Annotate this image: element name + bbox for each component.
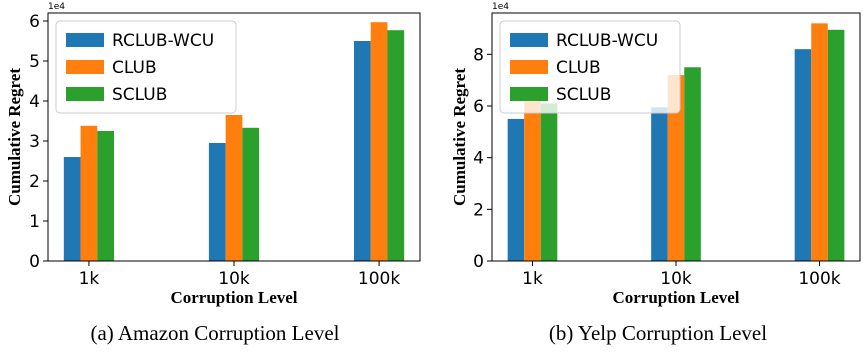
y-exponent-label: 1e4 [48, 2, 65, 12]
bar [387, 30, 405, 262]
figure-caption: (a) Amazon Corruption Level [90, 321, 339, 345]
legend-entry: CLUB [112, 58, 157, 78]
y-tick-label: 6 [29, 12, 40, 32]
x-tick-label: 10k [218, 269, 250, 289]
x-tick-label: 100k [798, 269, 840, 289]
legend-entry: RCLUB-WCU [556, 31, 658, 51]
legend-entry: CLUB [556, 58, 601, 78]
y-tick-label: 1 [29, 212, 40, 232]
bar [684, 67, 701, 261]
x-axis-label: Corruption Level [170, 288, 297, 307]
bar [370, 22, 388, 262]
bar [540, 103, 558, 262]
y-tick-label: 3 [29, 132, 40, 152]
x-tick-label: 1k [79, 269, 100, 289]
y-tick-label: 2 [29, 172, 40, 192]
bar [794, 49, 812, 261]
x-tick-label: 10k [660, 269, 692, 289]
bar [97, 131, 115, 261]
legend-swatch [66, 60, 104, 74]
bar [667, 75, 685, 261]
bar [63, 157, 81, 261]
y-tick-label: 5 [29, 52, 40, 72]
y-tick-label: 8 [473, 45, 484, 65]
bar [811, 23, 828, 262]
figure-caption: (b) Yelp Corruption Level [549, 321, 767, 345]
chart-panel-1: 0 1 2 3 4 5 6 1k 10k 100k 1e4 Corruption Level Cumul… [5, 2, 421, 345]
legend-swatch [66, 33, 104, 47]
x-axis-label: Corruption Level [612, 288, 739, 307]
y-tick-label: 0 [473, 252, 484, 272]
x-tick-label: 1k [522, 269, 543, 289]
legend-swatch [510, 87, 548, 101]
y-axis-label: Cumulative Regret [5, 68, 24, 206]
bar [225, 115, 243, 261]
legend-swatch [66, 87, 104, 101]
bar [242, 127, 260, 261]
legend-entry: SCLUB [112, 85, 167, 105]
legend: RCLUB-WCU CLUB SCLUB [499, 20, 681, 114]
bar [651, 107, 668, 262]
y-tick-label: 0 [29, 252, 40, 272]
y-tick-label: 4 [29, 92, 40, 112]
legend-entry: RCLUB-WCU [112, 31, 214, 51]
y-axis-label: Cumulative Regret [450, 68, 469, 206]
bar [80, 125, 98, 261]
bar [524, 100, 541, 261]
x-tick-label: 100k [358, 269, 400, 289]
legend-swatch [510, 60, 548, 74]
legend-swatch [510, 33, 548, 47]
bar [208, 143, 226, 261]
legend-entry: SCLUB [556, 85, 611, 105]
y-tick-label: 4 [473, 149, 484, 169]
bar [827, 29, 845, 261]
chart-panel-2: 0 2 4 6 8 1k 10k 100k 1e4 Corruption Level Cumulat… [450, 2, 861, 345]
y-tick-label: 2 [473, 200, 484, 220]
y-tick-label: 6 [473, 97, 484, 117]
legend: RCLUB-WCU CLUB SCLUB [55, 20, 237, 114]
bar [353, 41, 371, 261]
y-exponent-label: 1e4 [492, 2, 509, 12]
bar [507, 118, 525, 262]
